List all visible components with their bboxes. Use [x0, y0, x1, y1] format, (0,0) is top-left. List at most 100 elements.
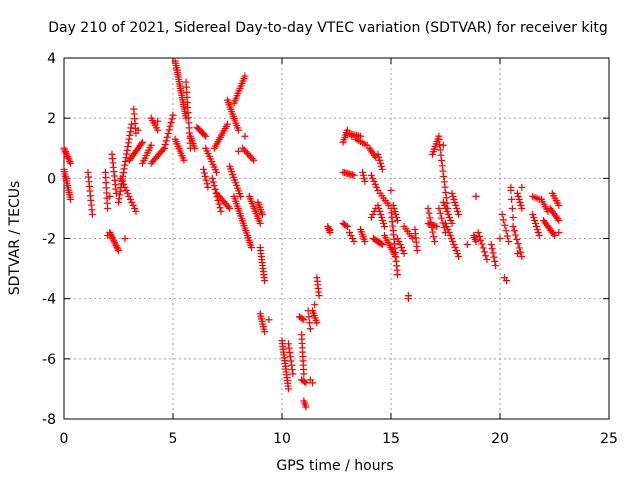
data-point	[124, 189, 132, 197]
data-point	[108, 233, 116, 241]
data-point	[482, 252, 490, 260]
data-point	[455, 253, 463, 261]
data-point	[472, 238, 480, 246]
data-point	[378, 213, 386, 221]
data-point	[111, 238, 119, 246]
data-point	[166, 122, 174, 130]
data-point	[67, 159, 75, 167]
data-point	[359, 168, 367, 176]
data-point	[209, 178, 217, 186]
data-point	[431, 222, 439, 230]
data-point	[217, 207, 225, 215]
data-point	[512, 231, 520, 239]
data-point	[394, 271, 402, 279]
data-point	[448, 219, 456, 227]
data-point	[288, 361, 296, 369]
data-point	[446, 231, 454, 239]
data-point	[163, 133, 171, 141]
data-point	[442, 219, 449, 227]
data-point	[250, 156, 258, 164]
data-point	[376, 156, 384, 164]
data-point	[159, 146, 167, 154]
data-point	[380, 222, 388, 230]
data-point	[305, 313, 313, 321]
data-point	[161, 141, 169, 149]
data-point	[404, 292, 412, 300]
data-point	[518, 204, 526, 212]
data-point	[114, 245, 122, 253]
data-point	[534, 228, 542, 236]
data-point	[313, 319, 321, 327]
data-point	[439, 141, 447, 149]
data-point	[147, 141, 155, 149]
data-point	[234, 147, 242, 155]
data-point	[514, 192, 522, 200]
data-point	[452, 247, 460, 255]
data-point	[442, 204, 450, 212]
data-point	[397, 244, 405, 252]
data-point	[400, 250, 408, 258]
data-point	[119, 180, 127, 188]
data-point	[123, 150, 131, 158]
data-point	[531, 216, 539, 224]
y-axis-label: SDTVAR / TECUs	[7, 181, 23, 296]
data-point	[518, 183, 526, 191]
data-point	[213, 168, 221, 176]
data-point	[67, 195, 75, 203]
data-point	[377, 162, 385, 170]
data-point	[285, 344, 293, 352]
data-point	[533, 225, 541, 233]
x-tick-label: 15	[382, 431, 400, 447]
data-point	[555, 216, 563, 224]
data-point	[343, 222, 351, 230]
data-point	[445, 228, 453, 236]
data-point	[394, 216, 402, 224]
data-point	[243, 149, 251, 157]
data-point	[211, 185, 219, 193]
data-point	[204, 183, 212, 191]
data-point	[503, 277, 511, 285]
data-point	[326, 225, 334, 233]
data-point	[66, 158, 74, 166]
data-point	[165, 126, 173, 134]
data-point	[480, 248, 488, 256]
data-point	[439, 167, 447, 175]
data-point	[121, 235, 129, 242]
data-point	[447, 216, 455, 224]
data-point	[375, 204, 383, 212]
data-point	[109, 235, 117, 243]
data-point	[128, 198, 136, 206]
data-point	[454, 207, 462, 215]
data-point	[517, 201, 525, 209]
data-point	[247, 244, 255, 252]
data-point	[513, 235, 521, 243]
data-point	[505, 238, 513, 246]
data-point	[60, 144, 68, 152]
data-point	[463, 241, 471, 249]
data-point	[472, 192, 480, 200]
data-point	[503, 232, 511, 240]
data-point	[431, 238, 439, 246]
data-point	[396, 241, 404, 249]
data-point	[124, 143, 132, 151]
data-point	[367, 171, 375, 179]
data-point	[104, 204, 112, 212]
data-point	[436, 141, 444, 149]
data-point	[439, 198, 447, 206]
data-point	[300, 316, 308, 324]
data-point	[441, 183, 449, 191]
data-point	[134, 126, 142, 134]
data-point	[442, 194, 450, 202]
data-point	[444, 225, 452, 233]
data-point	[167, 119, 175, 127]
data-point	[112, 242, 120, 250]
data-point	[203, 180, 211, 188]
data-point	[61, 148, 69, 156]
data-point	[115, 195, 123, 203]
data-point	[509, 222, 517, 230]
data-point	[443, 207, 451, 215]
data-point	[436, 209, 444, 217]
data-point	[361, 177, 369, 185]
data-point	[453, 250, 461, 258]
data-point	[240, 146, 248, 154]
